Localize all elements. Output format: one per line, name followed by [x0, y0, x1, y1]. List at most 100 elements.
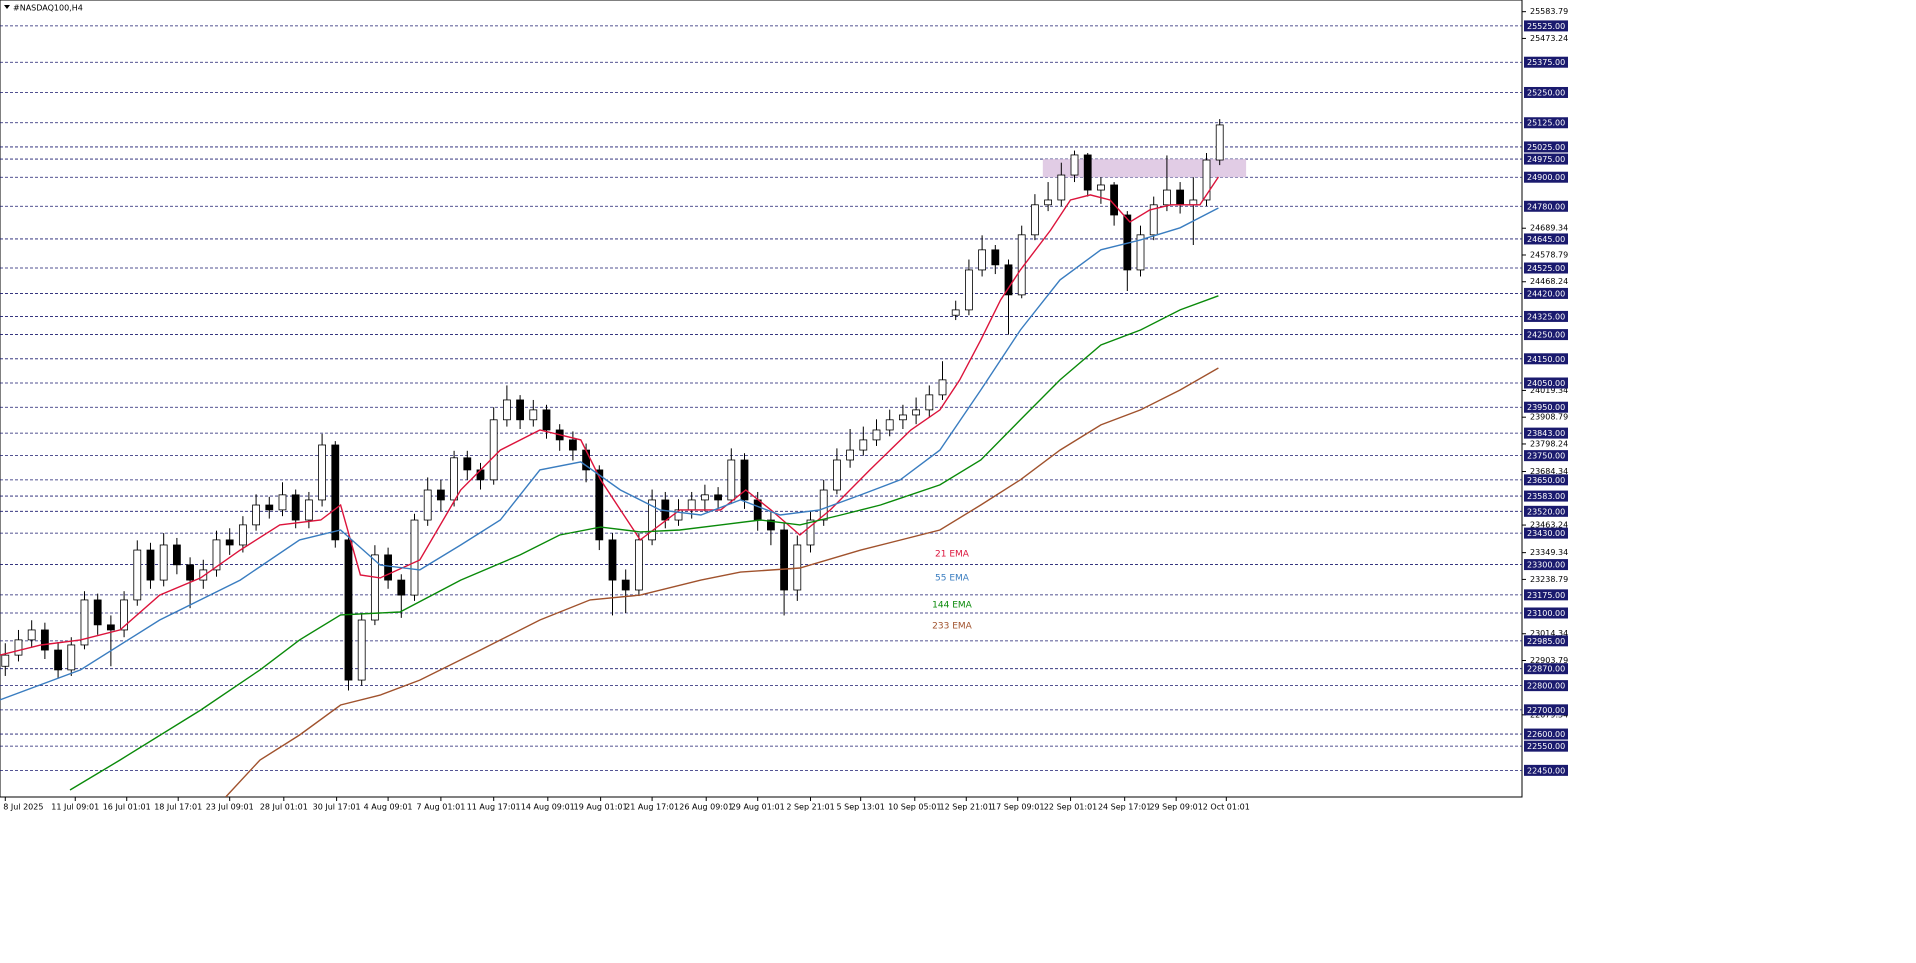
- level-box: [1524, 233, 1568, 245]
- level-box: [1524, 401, 1568, 413]
- level-box: [1524, 704, 1568, 716]
- candle-body: [1189, 199, 1198, 206]
- y-tick-label: 23238.79: [1530, 575, 1568, 584]
- level-label: 22600.00: [1527, 730, 1565, 739]
- candle-body: [278, 494, 287, 511]
- x-tick-label: 11 Aug 17:01: [467, 803, 521, 812]
- candle-body: [1031, 204, 1039, 236]
- level-box: [1524, 377, 1568, 389]
- candle-body: [133, 549, 142, 601]
- x-tick-label: 11 Jul 09:01: [51, 803, 99, 812]
- candle-body: [991, 249, 1000, 266]
- y-tick-label: 23014.34: [1530, 629, 1568, 638]
- level-box: [1524, 635, 1568, 647]
- level-label: 22450.00: [1527, 766, 1565, 775]
- candle-body: [212, 539, 221, 571]
- candle-body: [529, 409, 538, 421]
- level-box: [1524, 153, 1568, 165]
- candle-body: [846, 449, 855, 461]
- menu-arrow[interactable]: [4, 5, 10, 9]
- candle-body: [14, 639, 23, 656]
- level-box: [1524, 56, 1568, 68]
- candle-body: [331, 444, 340, 541]
- legend-label: 233 EMA: [932, 622, 972, 632]
- y-tick-label: 24578.79: [1530, 250, 1568, 259]
- level-label: 22870.00: [1527, 665, 1565, 674]
- x-tick-label: 5 Sep 13:01: [837, 803, 885, 812]
- level-label: 23520.00: [1527, 507, 1565, 516]
- ema-line: [225, 367, 1219, 797]
- x-tick-label: 7 Aug 01:01: [416, 803, 465, 812]
- level-box: [1524, 450, 1568, 462]
- y-tick-label: 22903.79: [1530, 656, 1568, 665]
- plot-frame: [0, 0, 1523, 798]
- candle-body: [516, 399, 524, 421]
- x-tick-label: 12 Sep 21:01: [940, 803, 993, 812]
- candle-body: [912, 409, 921, 416]
- x-tick-label: 2 Sep 21:01: [786, 803, 834, 812]
- level-label: 25250.00: [1527, 88, 1565, 97]
- candle-body: [634, 539, 643, 591]
- level-box: [1524, 680, 1568, 692]
- x-tick-label: 21 Aug 17:01: [625, 803, 679, 812]
- candle-body: [410, 519, 419, 596]
- candle-body: [727, 459, 736, 501]
- candle-body: [1149, 204, 1158, 236]
- candle-body: [714, 494, 722, 501]
- candle-body: [1044, 199, 1053, 206]
- candle-body: [568, 439, 577, 451]
- level-label: 23100.00: [1527, 609, 1565, 618]
- level-label: 24975.00: [1527, 155, 1565, 164]
- x-tick-label: 14 Aug 09:01: [521, 803, 575, 812]
- y-tick-label: 23798.24: [1530, 439, 1568, 448]
- level-box: [1524, 117, 1568, 129]
- level-box: [1524, 527, 1568, 539]
- level-box: [1524, 329, 1568, 341]
- x-tick-label: 10 Sep 05:01: [888, 803, 941, 812]
- level-box: [1524, 505, 1568, 517]
- candle-body: [674, 509, 683, 521]
- level-label: 24525.00: [1527, 264, 1565, 273]
- x-tick-label: 4 Aug 09:01: [364, 803, 413, 812]
- candle-body: [542, 409, 551, 431]
- y-tick-label: 23349.34: [1530, 548, 1568, 557]
- level-label: 25125.00: [1527, 119, 1565, 128]
- level-label: 24150.00: [1527, 355, 1565, 364]
- candle-body: [899, 414, 907, 421]
- levels: [0, 25, 1522, 771]
- y-tick-label: 25473.24: [1530, 34, 1568, 43]
- y-tick-label: 23684.34: [1530, 467, 1568, 476]
- level-box: [1524, 310, 1568, 322]
- candle-body: [872, 429, 881, 441]
- candle-body: [819, 489, 828, 521]
- level-label: 24780.00: [1527, 202, 1565, 211]
- y-tick-label: 23463.24: [1530, 521, 1568, 530]
- candle-body: [476, 469, 485, 481]
- level-box: [1524, 607, 1568, 619]
- y-tick-label: 23908.79: [1530, 413, 1568, 422]
- x-tick-label: 30 Jul 17:01: [313, 803, 361, 812]
- candle-body: [120, 599, 128, 631]
- candle-body: [1004, 264, 1013, 296]
- level-box: [1524, 589, 1568, 601]
- candle-body: [370, 554, 379, 621]
- level-label: 25525.00: [1527, 22, 1565, 31]
- level-label: 24050.00: [1527, 379, 1565, 388]
- level-label: 22800.00: [1527, 682, 1565, 691]
- candle-body: [595, 469, 604, 541]
- candle-body: [54, 649, 62, 671]
- x-tick-label: 8 Jul 2025: [3, 803, 43, 812]
- level-box: [1524, 287, 1568, 299]
- candle-body: [1110, 184, 1119, 216]
- x-tick-label: 29 Sep 09:01: [1149, 803, 1202, 812]
- x-tick-label: 23 Jul 09:01: [206, 803, 254, 812]
- candle-body: [965, 269, 973, 311]
- candle-body: [833, 459, 841, 491]
- candle-body: [1163, 189, 1171, 206]
- candle-body: [93, 599, 102, 626]
- level-box: [1524, 764, 1568, 776]
- legend-label: 21 EMA: [935, 550, 970, 560]
- x-tick-label: 17 Sep 09:01: [991, 803, 1044, 812]
